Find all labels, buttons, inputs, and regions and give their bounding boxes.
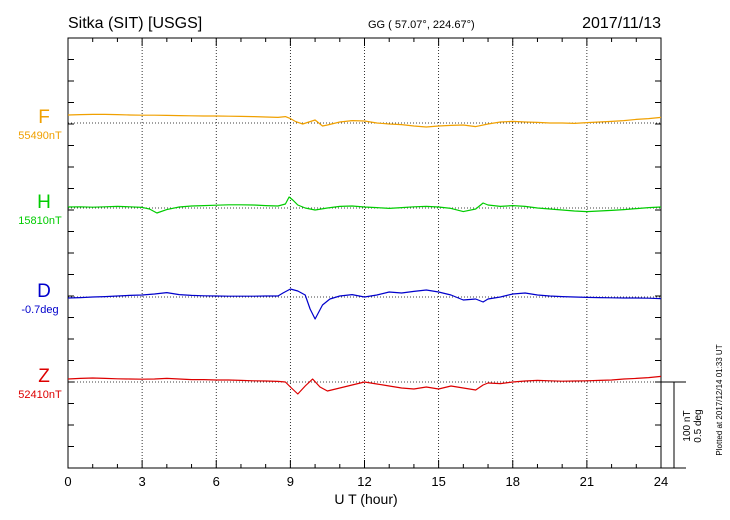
plot-frame bbox=[67, 37, 662, 469]
series-name-f: F bbox=[38, 107, 50, 128]
scale-bar: 100 nT 0.5 deg bbox=[661, 381, 704, 469]
x-tick-label-21: 21 bbox=[580, 474, 594, 489]
series-baseline-value-f: 55490nT bbox=[18, 130, 62, 142]
x-axis-tick-labels: 0 3 6 9 12 15 18 21 24 bbox=[64, 474, 668, 489]
series-line-d bbox=[67, 288, 662, 320]
x-tick-label-15: 15 bbox=[431, 474, 445, 489]
x-axis-ticks bbox=[67, 38, 662, 468]
x-tick-label-12: 12 bbox=[357, 474, 371, 489]
x-tick-label-6: 6 bbox=[213, 474, 220, 489]
series-name-h: H bbox=[37, 192, 51, 213]
scale-bar-nt-label: 100 nT bbox=[682, 410, 693, 441]
x-tick-label-18: 18 bbox=[506, 474, 520, 489]
y-axis-ticks bbox=[68, 59, 661, 447]
series-baseline-value-d: -0.7deg bbox=[21, 304, 58, 316]
series-name-z: Z bbox=[38, 366, 50, 387]
date-label: 2017/11/13 bbox=[582, 15, 661, 32]
series-line-h bbox=[67, 196, 662, 214]
series-baseline-value-z: 52410nT bbox=[18, 389, 62, 401]
x-tick-label-3: 3 bbox=[139, 474, 146, 489]
coordinates-label: GG ( 57.07°, 224.67°) bbox=[368, 19, 475, 31]
x-tick-label-24: 24 bbox=[654, 474, 668, 489]
scale-bar-deg-label: 0.5 deg bbox=[693, 409, 704, 442]
plotted-at-label: Plotted at 2017/12/14 01:33 UT bbox=[715, 344, 724, 455]
series-baseline-value-h: 15810nT bbox=[18, 215, 62, 227]
series-lines bbox=[67, 113, 662, 395]
series-line-f bbox=[67, 113, 662, 128]
x-tick-label-9: 9 bbox=[287, 474, 294, 489]
series-line-z bbox=[67, 375, 662, 395]
x-axis-label: U T (hour) bbox=[334, 491, 397, 507]
station-title: Sitka (SIT) [USGS] bbox=[68, 15, 202, 32]
series-name-d: D bbox=[37, 281, 51, 302]
series-labels: F 55490nT H 15810nT D -0.7deg Z 52410nT bbox=[18, 107, 62, 401]
grid bbox=[141, 38, 588, 468]
x-tick-label-0: 0 bbox=[64, 474, 71, 489]
